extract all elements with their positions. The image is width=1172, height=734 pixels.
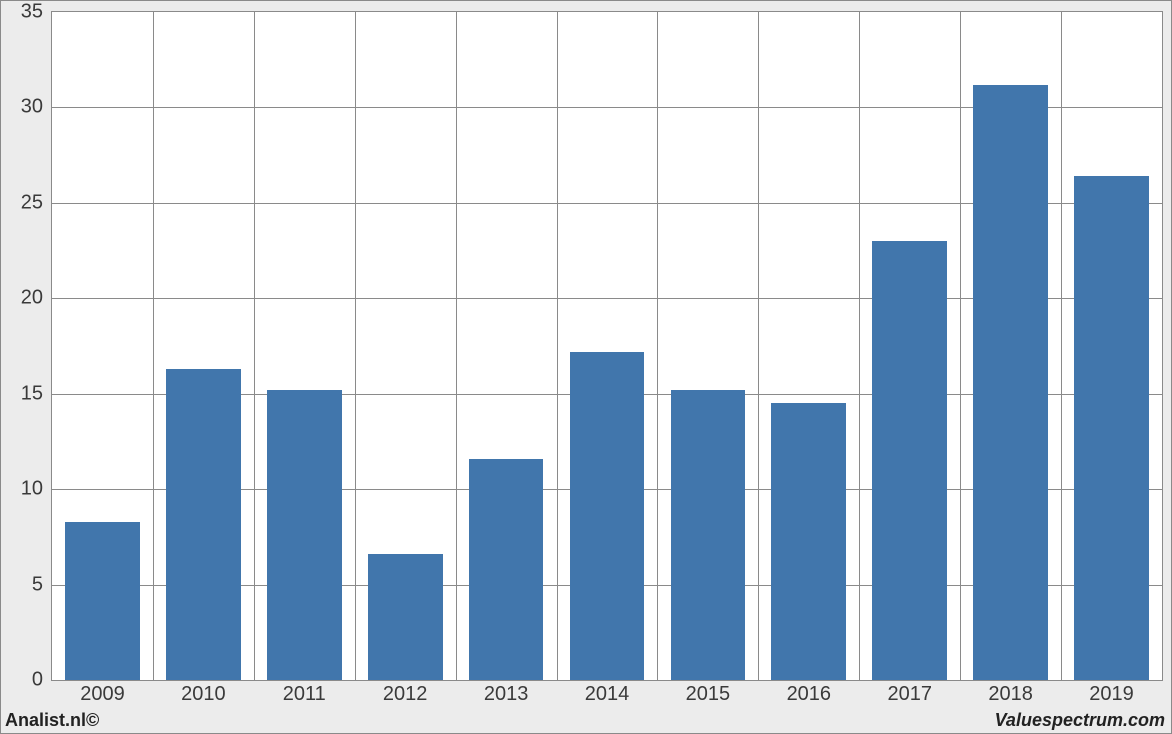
y-axis-tick-label: 0 bbox=[1, 669, 43, 692]
bar bbox=[65, 522, 140, 680]
x-axis-tick-label: 2012 bbox=[383, 683, 428, 706]
x-axis-tick-label: 2009 bbox=[80, 683, 125, 706]
gridline-vertical bbox=[960, 12, 961, 680]
bar bbox=[771, 403, 846, 680]
y-axis-tick-label: 20 bbox=[1, 287, 43, 310]
bar bbox=[973, 85, 1048, 680]
chart-container: 0 5 10 15 20 25 30 35 2009 2010 2011 2012 2013 2014 2… bbox=[0, 0, 1172, 734]
x-axis-tick-label: 2018 bbox=[988, 683, 1033, 706]
y-axis-tick-label: 25 bbox=[1, 191, 43, 214]
y-axis-tick-label: 15 bbox=[1, 382, 43, 405]
y-axis-tick-label: 35 bbox=[1, 1, 43, 24]
y-axis-tick-label: 5 bbox=[1, 573, 43, 596]
footer-left-text: Analist.nl© bbox=[5, 710, 99, 731]
gridline-vertical bbox=[456, 12, 457, 680]
bar bbox=[671, 390, 746, 680]
y-axis-tick-label: 10 bbox=[1, 478, 43, 501]
gridline-vertical bbox=[153, 12, 154, 680]
x-axis-tick-label: 2019 bbox=[1089, 683, 1134, 706]
x-axis-tick-label: 2013 bbox=[484, 683, 529, 706]
bar bbox=[368, 554, 443, 680]
bar bbox=[267, 390, 342, 680]
bar bbox=[570, 352, 645, 680]
x-axis-tick-label: 2016 bbox=[787, 683, 832, 706]
gridline-vertical bbox=[355, 12, 356, 680]
y-axis-tick-label: 30 bbox=[1, 96, 43, 119]
bar bbox=[166, 369, 241, 680]
x-axis-tick-label: 2015 bbox=[686, 683, 731, 706]
x-axis-tick-label: 2014 bbox=[585, 683, 630, 706]
bar bbox=[469, 459, 544, 680]
gridline-vertical bbox=[1061, 12, 1062, 680]
x-axis-tick-label: 2017 bbox=[887, 683, 932, 706]
footer-right-text: Valuespectrum.com bbox=[995, 710, 1165, 731]
x-axis-tick-label: 2011 bbox=[283, 683, 326, 706]
gridline-vertical bbox=[859, 12, 860, 680]
gridline-vertical bbox=[657, 12, 658, 680]
plot-area bbox=[51, 11, 1163, 681]
gridline-vertical bbox=[557, 12, 558, 680]
bar bbox=[872, 241, 947, 680]
x-axis-tick-label: 2010 bbox=[181, 683, 226, 706]
gridline-vertical bbox=[758, 12, 759, 680]
gridline-vertical bbox=[254, 12, 255, 680]
bar bbox=[1074, 176, 1149, 680]
